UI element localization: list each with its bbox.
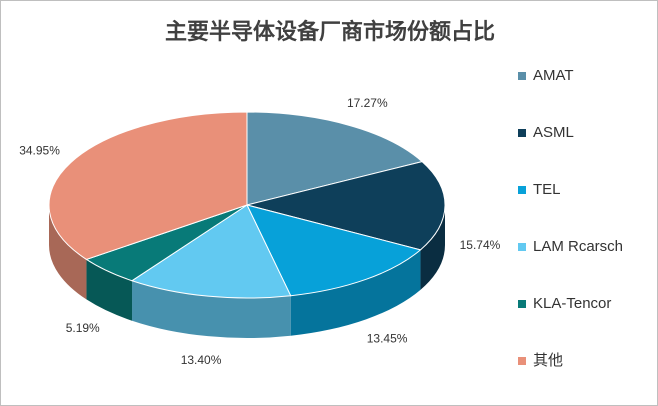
pie-slice xyxy=(246,111,424,206)
pie-side xyxy=(290,249,421,336)
pie-slice xyxy=(48,111,248,260)
pie-slice xyxy=(246,161,446,251)
pie-side xyxy=(86,259,133,321)
legend-swatch xyxy=(518,129,526,137)
legend-label: KLA-Tencor xyxy=(533,295,611,312)
data-label: 13.40% xyxy=(181,353,222,367)
legend-swatch xyxy=(518,300,526,308)
data-label: 34.95% xyxy=(19,143,60,157)
legend-label: ASML xyxy=(533,124,574,141)
legend-label: AMAT xyxy=(533,67,574,84)
chart-title: 主要半导体设备厂商市场份额占比 xyxy=(165,19,495,45)
legend-swatch xyxy=(518,72,526,80)
data-label: 15.74% xyxy=(460,238,501,252)
legend-swatch xyxy=(518,357,526,365)
data-label: 13.45% xyxy=(367,331,408,345)
legend-label: LAM Rcarsch xyxy=(533,238,623,255)
legend-label: 其他 xyxy=(533,352,563,369)
legend-label: TEL xyxy=(533,181,561,198)
pie-side xyxy=(420,205,445,290)
data-label: 17.27% xyxy=(347,96,388,110)
pie-slice xyxy=(246,204,422,297)
pie-slice xyxy=(130,204,292,299)
pie-side xyxy=(49,205,87,300)
pie-side xyxy=(132,280,291,338)
legend-swatch xyxy=(518,186,526,194)
data-label: 5.19% xyxy=(66,321,100,335)
legend-swatch xyxy=(518,243,526,251)
